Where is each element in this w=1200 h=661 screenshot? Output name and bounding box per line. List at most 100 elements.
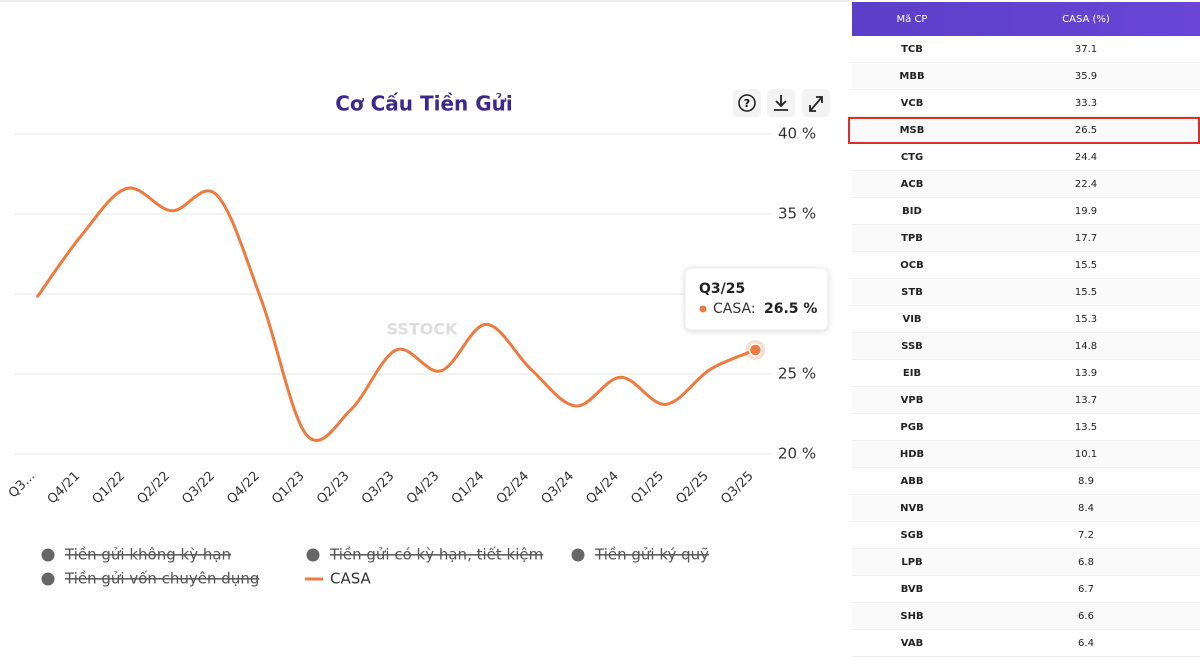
x-tick-label: Q3/25 <box>718 469 756 507</box>
table-cell: MBB <box>899 70 925 82</box>
table-cell: 6.7 <box>1078 583 1094 595</box>
legend-marker <box>571 548 585 562</box>
x-tick-label: Q3/24 <box>539 469 577 507</box>
table-cell: EIB <box>902 367 922 379</box>
table-cell: 17.7 <box>1074 232 1098 244</box>
help-glyph: ? <box>744 97 750 110</box>
legend-marker <box>306 548 320 562</box>
table-cell: SGB <box>900 529 924 541</box>
table-cell: 15.5 <box>1074 286 1098 298</box>
legend-label: Tiền gửi ký quỹ <box>594 546 709 564</box>
table-cell: OCB <box>900 259 924 271</box>
table-cell: 22.4 <box>1074 178 1098 190</box>
x-tick-label: Q1/23 <box>269 469 307 507</box>
table-cell: 24.4 <box>1074 151 1098 163</box>
table-cell: 15.3 <box>1074 313 1098 325</box>
table: Mã CP CASA (%) TCB 37.1 MBB 35.9 VCB 33.3 MSB 26.… <box>848 2 1200 657</box>
table-cell: 7.2 <box>1078 529 1094 541</box>
table-header: Mã CP CASA (%) <box>852 2 1200 36</box>
tooltip-value: 26.5 % <box>764 301 817 317</box>
x-tick-label: Q2/25 <box>673 469 711 507</box>
tooltip-title: Q3/25 <box>699 281 745 297</box>
table-cell: 26.5 <box>1074 124 1098 136</box>
x-tick-label: Q1/22 <box>90 469 128 507</box>
table-row: STB 15.5 <box>852 279 1200 306</box>
x-tick-label: Q3/22 <box>179 469 217 507</box>
x-tick-label: Q1/25 <box>628 469 666 507</box>
table-row: CTG 24.4 <box>852 144 1200 171</box>
table-cell: 14.8 <box>1074 340 1098 352</box>
table-body: TCB 37.1 MBB 35.9 VCB 33.3 MSB 26.5 CTG 24.4 ACB 22… <box>848 36 1200 657</box>
table-row: VAB 6.4 <box>852 630 1200 657</box>
highlight-point <box>748 343 763 357</box>
table-cell: SSB <box>901 340 923 352</box>
table-cell: MSB <box>899 124 925 136</box>
table-cell: VPB <box>900 394 924 406</box>
table-cell: PGB <box>900 421 924 433</box>
table-row: TCB 37.1 <box>852 36 1200 63</box>
table-row: SGB 7.2 <box>852 522 1200 549</box>
table-row: OCB 15.5 <box>852 252 1200 279</box>
legend-label: CASA <box>330 570 372 588</box>
table-row: LPB 6.8 <box>852 549 1200 576</box>
expand-icon <box>809 96 823 112</box>
chart: Cơ Cấu Tiền Gửi ? SSTOCK 20 %25 %30 %35 … <box>0 0 850 588</box>
table-row: SSB 14.8 <box>852 333 1200 360</box>
table-cell: 37.1 <box>1074 43 1098 55</box>
legend-label: Tiền gửi vốn chuyên dụng <box>64 570 259 588</box>
legend-marker <box>41 548 55 562</box>
tooltip: Q3/25 CASA: 26.5 % <box>684 267 829 331</box>
y-tick-label: 35 % <box>778 205 816 223</box>
table-cell: BID <box>902 205 922 217</box>
table-cell: NVB <box>900 502 924 514</box>
header-cell: CASA (%) <box>1062 13 1110 25</box>
legend: Tiền gửi không kỳ hạn Tiền gửi có kỳ hạn,… <box>41 546 709 588</box>
table-row: ACB 22.4 <box>852 171 1200 198</box>
table-row: ABB 8.9 <box>852 468 1200 495</box>
table-cell: VAB <box>900 637 924 649</box>
table-cell: VIB <box>902 313 922 325</box>
download-icon <box>774 95 788 111</box>
chart-title: Cơ Cấu Tiền Gửi <box>335 92 513 116</box>
table-cell: TCB <box>901 43 923 55</box>
table-cell: 13.9 <box>1074 367 1098 379</box>
tooltip-box <box>684 267 829 331</box>
table-row: NVB 8.4 <box>852 495 1200 522</box>
y-tick-label: 20 % <box>778 445 816 463</box>
table-row: VIB 15.3 <box>852 306 1200 333</box>
x-tick-label: Q1/24 <box>449 469 487 507</box>
table-cell: 19.9 <box>1074 205 1098 217</box>
x-tick-label: Q4/23 <box>404 469 442 507</box>
tooltip-label: CASA: <box>713 301 756 317</box>
table-cell: 33.3 <box>1074 97 1098 109</box>
x-tick-label: Q2/24 <box>494 469 532 507</box>
toolbar[interactable]: ? <box>733 89 830 117</box>
help-button[interactable] <box>733 89 761 117</box>
table-row: VPB 13.7 <box>852 387 1200 414</box>
y-tick-label: 25 % <box>778 365 816 383</box>
table-row: BID 19.9 <box>852 198 1200 225</box>
table-cell: 15.5 <box>1074 259 1098 271</box>
table-cell: 6.4 <box>1078 637 1094 649</box>
x-tick-label: Q4/24 <box>584 469 622 507</box>
table-cell: 8.4 <box>1078 502 1094 514</box>
table-cell: 13.7 <box>1074 394 1098 406</box>
table-row: BVB 6.7 <box>852 576 1200 603</box>
table-cell: STB <box>901 286 923 298</box>
table-cell: SHB <box>900 610 924 622</box>
table-row: VCB 33.3 <box>852 90 1200 117</box>
legend-label: Tiền gửi có kỳ hạn, tiết kiệm <box>329 546 543 564</box>
table-cell: ABB <box>900 475 924 487</box>
table-row: MBB 35.9 <box>852 63 1200 90</box>
table-cell: ACB <box>900 178 924 190</box>
table-row: HDB 10.1 <box>852 441 1200 468</box>
table-cell: 13.5 <box>1074 421 1098 433</box>
table-cell: 10.1 <box>1074 448 1098 460</box>
x-tick-label: Q3... <box>6 469 38 501</box>
x-tick-label: Q4/21 <box>45 469 83 507</box>
series-line <box>35 186 756 442</box>
table-cell: 8.9 <box>1078 475 1094 487</box>
table-cell: TPB <box>901 232 923 244</box>
tooltip-dot <box>699 305 707 313</box>
